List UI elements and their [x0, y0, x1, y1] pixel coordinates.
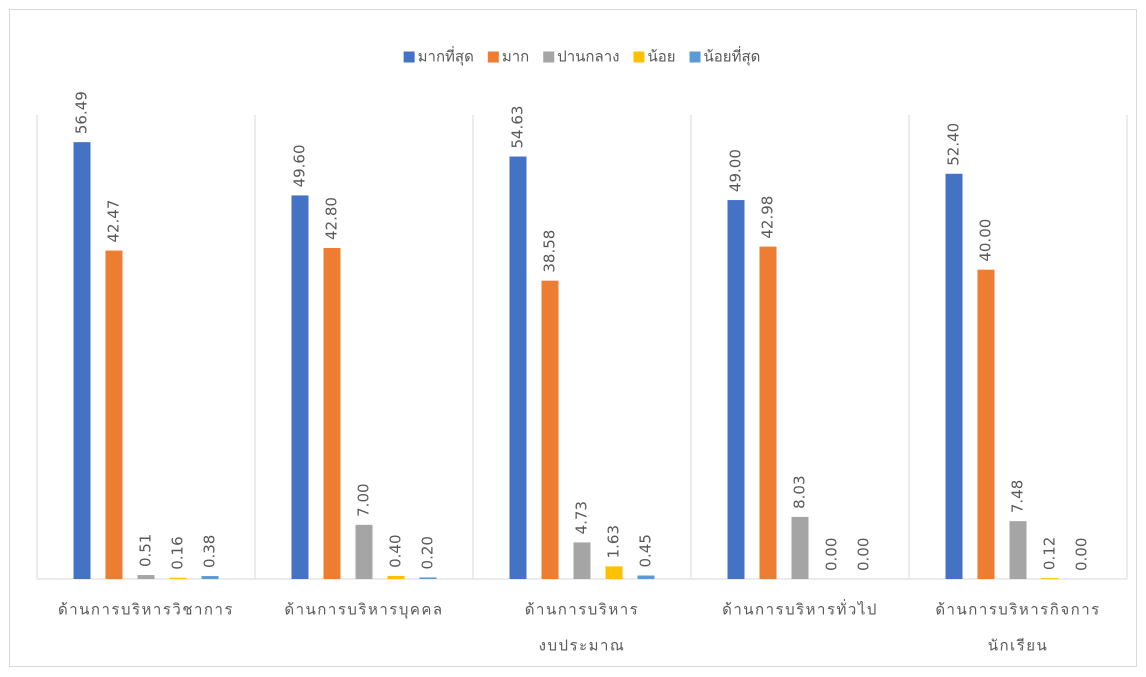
- bar: [73, 142, 91, 580]
- bar: [201, 576, 219, 579]
- bar: [169, 577, 187, 579]
- bar: [323, 248, 341, 579]
- bar: [605, 566, 623, 579]
- legend-label: น้อย: [647, 48, 675, 66]
- legend-swatch: [633, 51, 645, 63]
- legend-swatch: [487, 51, 499, 63]
- legend-label: น้อยที่สุด: [704, 46, 761, 67]
- bar: [573, 542, 591, 579]
- legend-swatch: [689, 51, 701, 63]
- x-tick-label: ด้านการบริหารบุคคล: [284, 601, 443, 620]
- legend-item: น้อยที่สุด: [689, 46, 761, 67]
- x-tick-label: ด้านการบริหารวิชาการ: [58, 601, 234, 619]
- x-tick-label: นักเรียน: [988, 637, 1049, 655]
- bar: [791, 516, 809, 579]
- bar: [977, 269, 995, 579]
- bar: [1041, 578, 1059, 579]
- bar: [727, 200, 745, 580]
- legend: มากที่สุด มาก ปานกลาง น้อย น้อยที่สุด: [403, 46, 761, 67]
- bar: [355, 524, 373, 579]
- legend-item: มาก: [487, 48, 529, 66]
- legend-item: ปานกลาง: [543, 48, 619, 66]
- bar: [759, 246, 777, 579]
- legend-item: มากที่สุด: [403, 46, 474, 67]
- legend-item: น้อย: [633, 48, 676, 66]
- data-label: 0.12: [1041, 537, 1059, 570]
- bar: [137, 575, 155, 579]
- bar: [1009, 521, 1027, 579]
- data-label: 0.00: [1073, 538, 1091, 571]
- data-label: 0.00: [823, 538, 841, 571]
- data-label: 49.60: [291, 144, 309, 187]
- data-label: 8.03: [791, 475, 809, 508]
- x-tick-label: ด้านการบริหารกิจการ: [935, 601, 1100, 619]
- data-label: 7.00: [355, 483, 373, 516]
- data-label: 0.40: [387, 535, 405, 568]
- bar: [105, 250, 123, 579]
- data-label: 1.63: [605, 525, 623, 558]
- data-label: 0.45: [637, 534, 655, 567]
- legend-swatch: [543, 51, 555, 63]
- data-label: 0.20: [419, 536, 437, 569]
- data-label: 0.51: [137, 534, 155, 567]
- data-label: 0.16: [169, 536, 187, 569]
- data-label: 4.73: [573, 501, 591, 534]
- data-label: 0.38: [201, 535, 219, 568]
- bar: [945, 173, 963, 580]
- data-label: 40.00: [977, 219, 995, 262]
- legend-label: มากที่สุด: [418, 46, 474, 67]
- data-label: 56.49: [73, 91, 91, 134]
- data-label: 38.58: [541, 230, 559, 273]
- data-label: 42.80: [323, 197, 341, 240]
- legend-label: ปานกลาง: [557, 48, 619, 66]
- legend-swatch: [403, 51, 415, 63]
- data-label: 0.00: [855, 538, 873, 571]
- bar: [509, 156, 527, 579]
- data-label: 54.63: [509, 106, 527, 149]
- data-label: 49.00: [727, 149, 745, 192]
- data-label: 52.40: [945, 123, 963, 166]
- data-label: 42.98: [759, 196, 777, 239]
- bar: [291, 195, 309, 579]
- bar: [387, 575, 405, 579]
- x-tick-label: ด้านการบริหาร: [525, 601, 639, 619]
- bar: [541, 280, 559, 579]
- data-label: 42.47: [105, 200, 123, 243]
- data-label: 7.48: [1009, 480, 1027, 513]
- bar: [637, 575, 655, 579]
- x-tick-label: งบประมาณ: [539, 637, 626, 655]
- x-tick-label: ด้านการบริหารทั่วไป: [722, 599, 878, 619]
- bar: [419, 577, 437, 579]
- legend-label: มาก: [502, 48, 529, 66]
